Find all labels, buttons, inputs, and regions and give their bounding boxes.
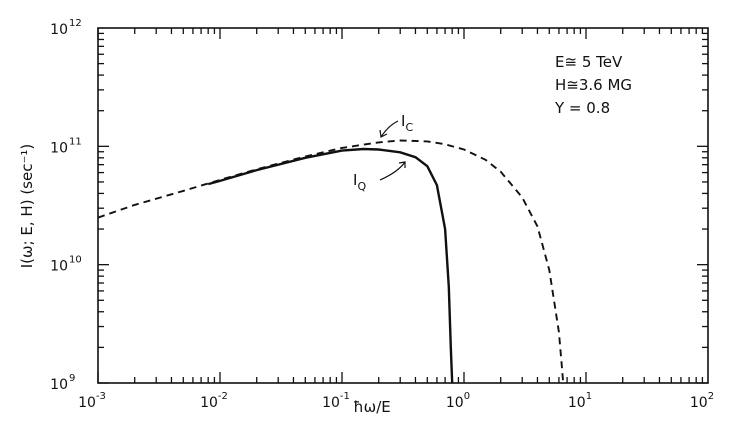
series-label-ic: IC (401, 112, 413, 134)
x-tick-base: 10 (78, 395, 96, 411)
series-label-ic-name: I (401, 112, 405, 130)
y-tick-exponent: 11 (69, 136, 82, 147)
series-label-iq-name: I (353, 171, 357, 189)
x-tick-base: 10 (568, 395, 586, 411)
series-label-iq-sub: Q (357, 180, 366, 193)
arrow-iq-head (398, 161, 406, 168)
x-tick-exponent: -2 (218, 391, 228, 402)
y-tick-base: 10 (50, 377, 68, 393)
param-field: H≅3.6 MG (555, 76, 632, 94)
x-tick-labels: 10-3 10-2 10-1 100 101 102 (78, 391, 714, 411)
x-tick-base: 10 (446, 395, 464, 411)
x-tick-exponent: 0 (464, 391, 470, 402)
y-tick-label: 10 (50, 140, 68, 156)
x-tick-exponent: 1 (586, 391, 592, 402)
y-tick-base: 10 (50, 259, 68, 275)
x-tick-label: 101 (568, 391, 592, 411)
x-tick-exponent: -3 (96, 391, 106, 402)
y-tick-exponent: 9 (69, 373, 75, 384)
series-label-ic-sub: C (405, 121, 413, 134)
y-tick-label: 10 (50, 377, 68, 393)
x-tick-exponent: 2 (708, 391, 714, 402)
arrow-ic (380, 120, 399, 138)
series-label-iq: IQ (353, 171, 366, 193)
param-upsilon: Υ = 0.8 (554, 99, 610, 117)
x-tick-label: 10-1 (322, 391, 350, 411)
x-tick-base: 10 (322, 395, 340, 411)
axis-ticks (97, 28, 708, 384)
plot-frame (97, 27, 709, 384)
arrow-ic-head (379, 129, 388, 138)
y-axis-label: I(ω; E, H) (sec⁻¹) (18, 144, 36, 269)
x-axis-label: ħω/E (353, 398, 391, 416)
y-tick-base: 10 (50, 22, 68, 38)
x-tick-label: 102 (690, 391, 714, 411)
series-ic-dashed-line (97, 139, 565, 384)
param-energy: E≅ 5 TeV (555, 53, 623, 71)
y-tick-label: 10 (50, 259, 68, 275)
x-tick-base: 10 (200, 395, 218, 411)
series-iq-solid-line (207, 147, 454, 384)
x-tick-label: 10-3 (78, 391, 106, 411)
x-tick-label: 100 (446, 391, 470, 411)
y-tick-label: 10 (50, 22, 68, 38)
y-tick-base: 10 (50, 140, 68, 156)
y-tick-exponent: 12 (69, 18, 82, 29)
x-tick-exponent: -1 (340, 391, 350, 402)
x-tick-label: 10-2 (200, 391, 228, 411)
arrow-iq (379, 161, 406, 181)
x-tick-base: 10 (690, 395, 708, 411)
y-tick-exponent: 10 (69, 255, 82, 266)
